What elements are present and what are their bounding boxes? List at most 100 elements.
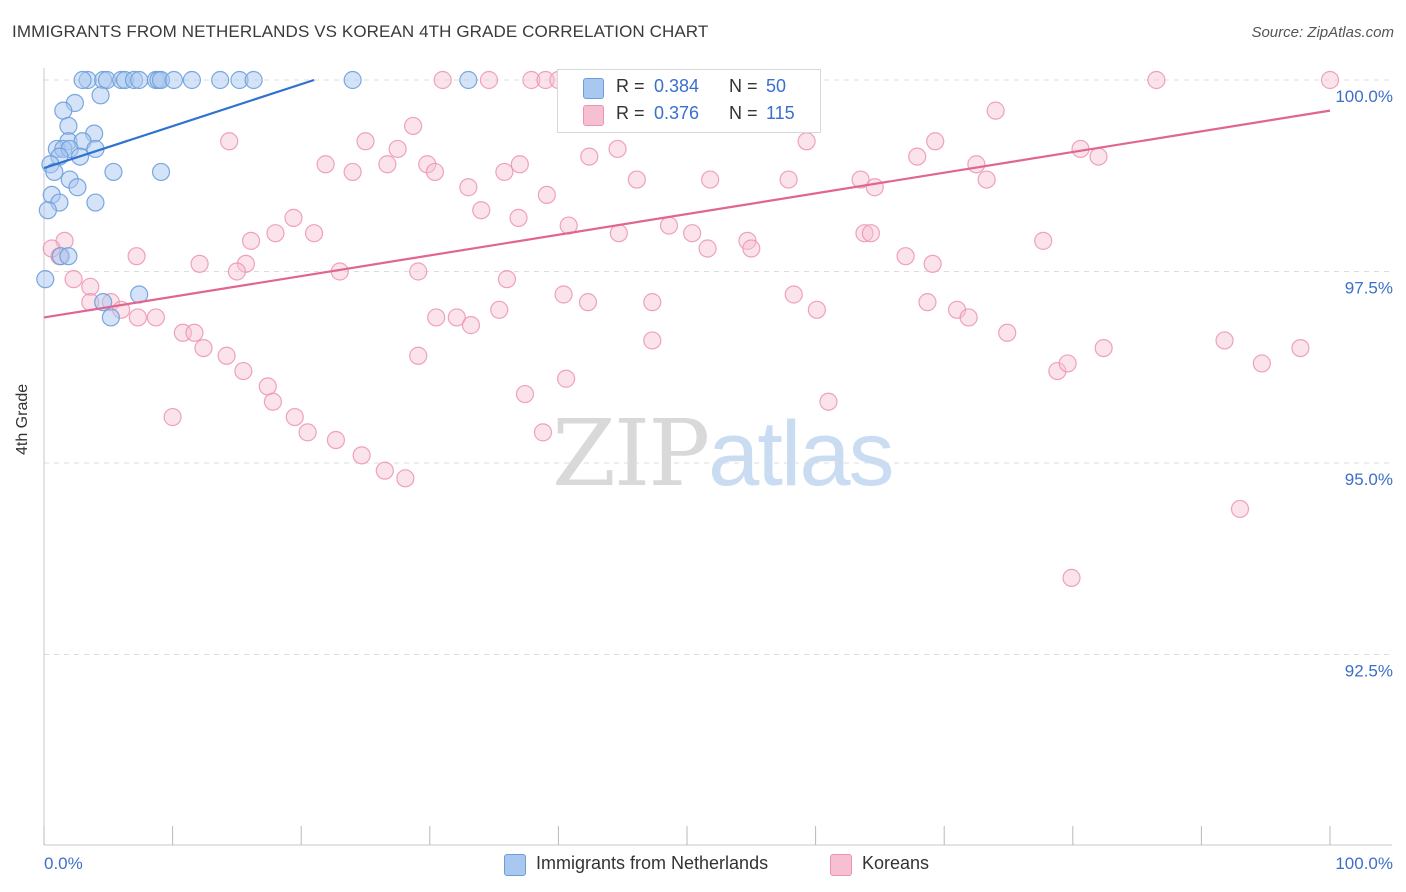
watermark: ZIPatlas bbox=[552, 400, 895, 507]
korean-point bbox=[409, 262, 428, 281]
netherlands-point bbox=[36, 270, 55, 289]
korean-point bbox=[352, 446, 371, 465]
tick-labels: 92.5% 95.0% 97.5% 100.0% 0.0% 100.0% bbox=[44, 87, 1393, 873]
netherlands-trend-line bbox=[43, 78, 315, 170]
korean-point bbox=[522, 70, 541, 90]
netherlands-point bbox=[38, 201, 57, 220]
korean-point bbox=[537, 185, 556, 204]
korean-point bbox=[1147, 70, 1166, 90]
korean-point bbox=[263, 392, 283, 411]
korean-point bbox=[1230, 499, 1250, 519]
korean-point bbox=[554, 285, 573, 304]
korean-point bbox=[127, 247, 146, 266]
korean-point bbox=[316, 155, 335, 174]
korean-point bbox=[425, 162, 445, 182]
n-label: N = bbox=[729, 76, 758, 96]
korean-point bbox=[241, 231, 261, 250]
korean-point bbox=[479, 70, 499, 90]
korean-point bbox=[220, 132, 239, 151]
korean-point bbox=[779, 170, 798, 189]
korean-point bbox=[578, 293, 598, 312]
korean-point bbox=[701, 170, 720, 189]
netherlands-point bbox=[54, 101, 73, 120]
korean-point bbox=[326, 430, 346, 450]
korean-point bbox=[459, 178, 478, 197]
korean-point bbox=[403, 116, 423, 136]
netherlands-point bbox=[101, 308, 120, 327]
korean-point bbox=[959, 308, 978, 327]
koreans-trend-line bbox=[43, 109, 1331, 319]
korean-point bbox=[388, 139, 407, 159]
r-value: 0.384 bbox=[654, 76, 700, 96]
korean-point bbox=[926, 132, 945, 151]
korean-point bbox=[659, 216, 679, 235]
korean-point bbox=[643, 331, 662, 350]
y-axis-label: 4th Grade bbox=[14, 383, 31, 455]
netherlands-point bbox=[182, 70, 201, 90]
korean-point bbox=[819, 392, 838, 411]
korean-point bbox=[1094, 339, 1113, 358]
r-value: 0.376 bbox=[654, 103, 700, 123]
korean-point bbox=[515, 384, 535, 404]
korean-point bbox=[510, 155, 529, 174]
legend-swatch-koreans bbox=[583, 105, 604, 126]
netherlands-point bbox=[59, 247, 78, 266]
x-tick-label: 0.0% bbox=[44, 854, 83, 873]
korean-point bbox=[298, 423, 317, 442]
korean-point bbox=[427, 308, 446, 327]
korean-point bbox=[784, 285, 803, 304]
n-value: 50 bbox=[766, 76, 787, 96]
netherlands-point bbox=[244, 70, 263, 90]
korean-point bbox=[643, 293, 662, 312]
legend-swatch-netherlands bbox=[504, 854, 526, 876]
korean-point bbox=[807, 300, 826, 319]
legend-label-netherlands: Immigrants from Netherlands bbox=[536, 853, 769, 873]
netherlands-point bbox=[86, 193, 105, 212]
netherlands-point bbox=[104, 162, 123, 182]
korean-point bbox=[81, 277, 100, 296]
korean-point bbox=[977, 170, 996, 189]
netherlands-point bbox=[211, 70, 230, 90]
korean-point bbox=[923, 254, 942, 273]
korean-point bbox=[258, 377, 277, 396]
koreans-points bbox=[42, 70, 1340, 588]
korean-point bbox=[217, 346, 236, 365]
korean-point bbox=[234, 361, 253, 381]
korean-point bbox=[495, 162, 514, 182]
korean-point bbox=[1320, 70, 1340, 90]
legend-swatch-koreans bbox=[830, 854, 852, 876]
n-value: 115 bbox=[766, 103, 795, 123]
korean-point bbox=[1062, 568, 1081, 588]
korean-point bbox=[490, 300, 509, 319]
netherlands-point bbox=[343, 70, 362, 90]
korean-point bbox=[146, 308, 165, 327]
netherlands-point bbox=[151, 162, 171, 182]
korean-point bbox=[698, 239, 717, 258]
y-tick-label: 97.5% bbox=[1345, 279, 1393, 298]
korean-point bbox=[557, 369, 576, 388]
korean-point bbox=[447, 308, 466, 327]
korean-point bbox=[378, 155, 397, 174]
korean-point bbox=[797, 132, 816, 151]
korean-point bbox=[533, 423, 553, 442]
korean-point bbox=[1215, 331, 1234, 350]
korean-point bbox=[1252, 354, 1271, 373]
source-label: Source: ZipAtlas.com bbox=[1251, 24, 1394, 41]
korean-point bbox=[285, 407, 304, 427]
netherlands-point bbox=[68, 178, 87, 197]
y-tick-label: 100.0% bbox=[1335, 87, 1393, 106]
korean-point bbox=[908, 147, 927, 166]
korean-point bbox=[128, 308, 147, 327]
korean-point bbox=[896, 247, 915, 266]
legend-swatch-netherlands bbox=[583, 78, 604, 99]
netherlands-point bbox=[164, 70, 183, 90]
korean-point bbox=[194, 339, 213, 358]
korean-point bbox=[627, 170, 646, 189]
korean-point bbox=[918, 293, 937, 312]
netherlands-point bbox=[459, 70, 478, 90]
korean-point bbox=[343, 162, 362, 182]
y-tick-label: 92.5% bbox=[1345, 662, 1393, 681]
netherlands-points bbox=[36, 70, 478, 327]
korean-point bbox=[418, 155, 437, 174]
series-legend: Immigrants from Netherlands Koreans bbox=[0, 852, 1406, 878]
